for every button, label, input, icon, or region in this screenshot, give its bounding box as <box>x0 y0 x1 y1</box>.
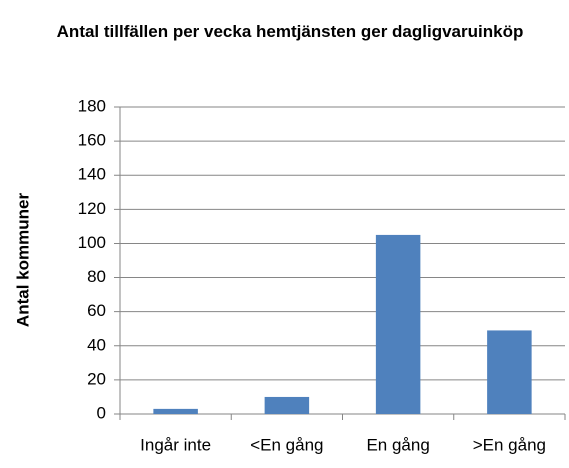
x-tick-label: >En gång <box>473 435 546 454</box>
y-tick-label: 20 <box>87 369 106 388</box>
x-tick-label: Ingår inte <box>140 435 211 454</box>
y-tick-label: 80 <box>87 267 106 286</box>
y-tick-label: 60 <box>87 301 106 320</box>
x-tick-label: En gång <box>366 435 429 454</box>
bar <box>264 396 310 414</box>
bar <box>487 330 532 414</box>
y-tick-label: 160 <box>78 131 106 150</box>
bar <box>375 234 421 414</box>
y-tick-label: 180 <box>78 96 106 115</box>
y-tick-label: 120 <box>78 199 106 218</box>
y-tick-label: 100 <box>78 233 106 252</box>
chart-title: Antal tillfällen per vecka hemtjänsten g… <box>56 22 524 41</box>
y-tick-label: 40 <box>87 335 106 354</box>
bar <box>153 408 198 414</box>
x-tick-label: <En gång <box>250 435 323 454</box>
y-tick-label: 140 <box>78 165 106 184</box>
y-tick-label: 0 <box>97 403 106 422</box>
y-axis-label: Antal kommuner <box>13 193 32 328</box>
